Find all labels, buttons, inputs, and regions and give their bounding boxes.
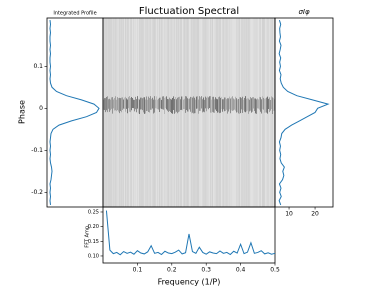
x-tick-label: 0.4 — [236, 267, 246, 274]
texture — [103, 18, 275, 207]
y-axis-label: Phase — [18, 100, 27, 124]
y-tick-label: 0 — [39, 105, 43, 112]
y-tick-label: 0.25 — [88, 209, 99, 215]
x-tick-label: 0.3 — [201, 267, 211, 274]
x-tick-label: 20 — [311, 211, 319, 218]
y-tick-label: 0.20 — [88, 224, 99, 230]
y-axis-label: FFT Amp. — [85, 224, 91, 248]
panel-frame — [102, 206, 276, 264]
x-tick-label: 10 — [285, 211, 293, 218]
panel-frame — [274, 17, 334, 208]
x-axis-label: Frequency (1/P) — [158, 278, 221, 287]
spectrum-image — [103, 18, 275, 207]
panel-frame — [46, 17, 104, 208]
panel-title: Integrated Profile — [53, 11, 96, 17]
x-tick-label: 0.2 — [167, 267, 177, 274]
line — [278, 19, 330, 206]
x-tick-label: 0.1 — [133, 267, 143, 274]
panel-title: σIφ — [298, 8, 310, 16]
y-tick-label: 0.1 — [33, 63, 43, 70]
line — [49, 20, 100, 205]
y-tick-label: 0.15 — [88, 239, 99, 245]
chart-title: Fluctuation Spectral — [139, 6, 239, 17]
y-tick-label: 0.10 — [88, 253, 99, 259]
y-tick-label: -0.2 — [31, 189, 43, 196]
y-tick-label: -0.1 — [31, 147, 43, 154]
x-tick-label: 0.5 — [270, 267, 280, 274]
line — [105, 210, 276, 256]
